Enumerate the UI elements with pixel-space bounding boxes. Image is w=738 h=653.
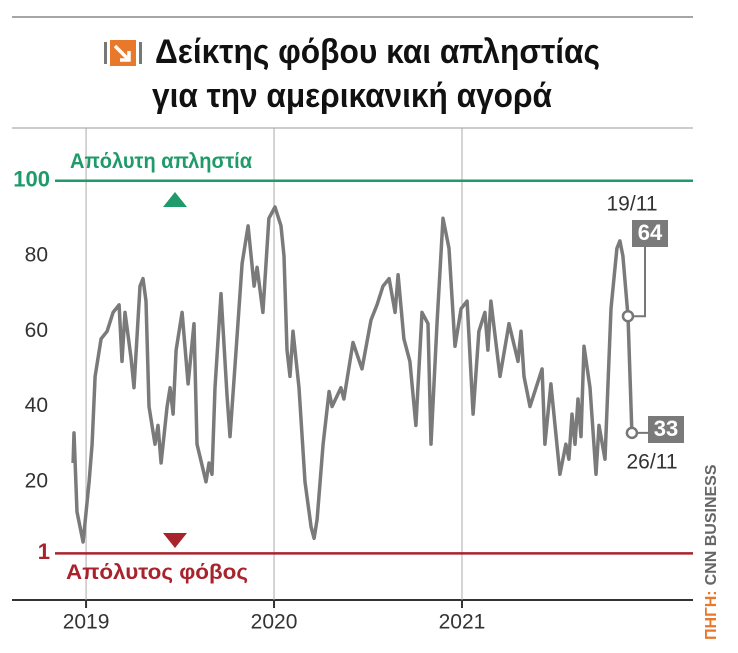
x-tick-label: 2021 <box>439 611 486 634</box>
x-tick-label: 2020 <box>251 611 298 634</box>
value-label: 64 <box>638 220 663 245</box>
y-tick-label: 80 <box>25 244 48 267</box>
date-label: 26/11 <box>627 451 678 474</box>
source-label: ΠΗΓΗ: <box>703 590 720 640</box>
reference-value: 100 <box>13 167 50 192</box>
y-tick-label: 60 <box>25 319 48 342</box>
reference-label: Απόλυτος φόβος <box>66 561 248 584</box>
highlight-point <box>625 426 639 440</box>
highlight-point <box>621 309 635 323</box>
y-tick-label: 20 <box>25 469 48 492</box>
fear-arrow <box>163 533 187 548</box>
x-tick-label: 2019 <box>63 611 110 634</box>
reference-value: 1 <box>38 539 50 564</box>
source: ΠΗΓΗ: CNN BUSINESS <box>703 464 720 640</box>
chart-title: Δείκτης φόβου και απληστίας <box>155 33 600 71</box>
y-tick-label: 40 <box>25 394 48 417</box>
source-name: CNN BUSINESS <box>703 464 720 585</box>
value-label: 33 <box>654 416 678 441</box>
reference-label: Απόλυτη απληστία <box>70 150 252 173</box>
greed-arrow <box>163 192 187 207</box>
value-box <box>648 416 684 443</box>
chart-title: για την αμερικανική αγορά <box>152 77 552 115</box>
title-icon <box>104 40 142 66</box>
connector <box>632 247 646 318</box>
index-line <box>71 205 634 544</box>
date-label: 19/11 <box>607 193 658 216</box>
value-box <box>632 220 668 247</box>
